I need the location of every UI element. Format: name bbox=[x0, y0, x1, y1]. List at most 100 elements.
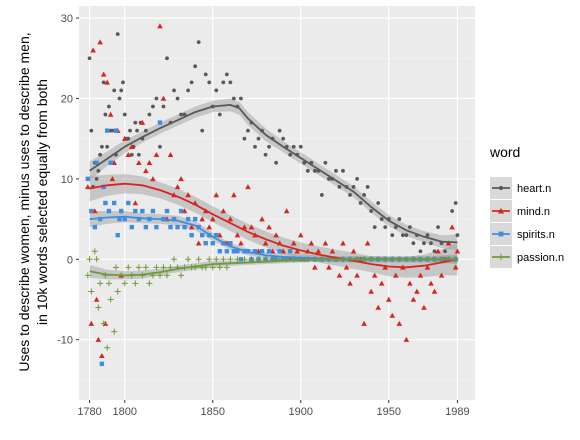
x-tick-label: 1800 bbox=[113, 406, 137, 418]
heart-n-point bbox=[281, 136, 286, 141]
y-tick-label: 0 bbox=[67, 254, 73, 266]
spirits-n-point bbox=[164, 208, 170, 214]
mind-n-point bbox=[329, 248, 336, 254]
mind-n-point bbox=[213, 192, 220, 198]
x-tick-label: 1780 bbox=[77, 406, 101, 418]
heart-n-point bbox=[422, 241, 426, 246]
mind-n-point bbox=[297, 232, 304, 238]
y-tick-label: 10 bbox=[61, 174, 73, 186]
mind-n-point bbox=[322, 240, 329, 246]
mind-n-point bbox=[361, 320, 367, 326]
spirits-n-point bbox=[140, 208, 145, 214]
spirits-n-point bbox=[175, 224, 180, 230]
heart-n-point bbox=[242, 136, 247, 141]
spirits-n-point bbox=[168, 224, 173, 230]
spirits-n-point bbox=[266, 249, 272, 254]
heart-n-point bbox=[436, 225, 440, 230]
spirits-n-point bbox=[203, 241, 208, 246]
heart-n-point bbox=[312, 168, 317, 173]
spirits-n-point bbox=[288, 249, 293, 254]
mind-n-point bbox=[109, 176, 116, 182]
heart-n-point bbox=[298, 144, 303, 149]
passion-n-point bbox=[160, 264, 167, 271]
heart-n-point bbox=[214, 88, 219, 93]
heart-n-point bbox=[119, 88, 124, 93]
grid-major bbox=[79, 6, 475, 400]
passion-n-point bbox=[153, 264, 160, 271]
heart-n-point bbox=[288, 152, 293, 157]
passion-n-point bbox=[105, 280, 112, 287]
spirits-n-point bbox=[295, 257, 300, 262]
legend-key-marker bbox=[497, 253, 505, 261]
spirits-n-confidence-band bbox=[89, 211, 458, 265]
heart-n-point bbox=[112, 88, 117, 93]
passion-n-point bbox=[100, 320, 107, 327]
heart-n-point bbox=[200, 128, 205, 133]
legend-label: mind.n bbox=[517, 206, 550, 218]
passion-n-point bbox=[95, 304, 102, 311]
spirits-n-point bbox=[92, 224, 98, 230]
mind-n-point bbox=[290, 240, 297, 246]
heart-n-point bbox=[372, 225, 377, 230]
spirits-n-point bbox=[108, 160, 113, 165]
passion-n-point bbox=[195, 256, 202, 263]
legend-key-spirits-n bbox=[490, 223, 512, 245]
heart-n-point bbox=[418, 249, 423, 254]
mind-n-point bbox=[414, 288, 420, 294]
heart-n-point bbox=[351, 185, 356, 189]
mind-n-point bbox=[273, 232, 279, 238]
spirits-n-point bbox=[94, 160, 99, 165]
mind-n-point bbox=[428, 280, 434, 286]
passion-n-point bbox=[125, 264, 132, 271]
mind-n-point bbox=[150, 176, 156, 182]
heart-n-point bbox=[224, 72, 229, 77]
heart-n-point bbox=[291, 144, 296, 149]
mind-n-point bbox=[99, 352, 105, 359]
spirits-n-point bbox=[224, 249, 230, 254]
spirits-n-point bbox=[178, 208, 184, 214]
heart-n-point bbox=[390, 233, 395, 238]
spirits-n-point bbox=[89, 208, 94, 214]
passion-n-point bbox=[223, 264, 230, 271]
mind-n-point bbox=[410, 296, 417, 302]
mind-n-point bbox=[199, 216, 205, 222]
spirits-n-point bbox=[277, 249, 282, 254]
spirits-n-point bbox=[192, 216, 198, 222]
heart-n-point bbox=[161, 104, 166, 109]
heart-n-point bbox=[182, 112, 187, 117]
mind-n-point bbox=[157, 23, 163, 29]
mind-n-point bbox=[100, 71, 107, 77]
spirits-n-point bbox=[235, 249, 240, 254]
mind-n-point bbox=[368, 288, 374, 294]
mind-n-point bbox=[160, 95, 167, 101]
passion-n-point bbox=[91, 248, 98, 255]
mind-n-point bbox=[129, 143, 135, 149]
heart-n-point bbox=[107, 104, 111, 109]
mind-n-point bbox=[385, 296, 392, 302]
legend-label: passion.n bbox=[517, 252, 564, 264]
heart-n-point bbox=[147, 112, 152, 117]
mind-n-point bbox=[438, 272, 445, 278]
mind-n-point bbox=[375, 304, 381, 310]
heart-n-point bbox=[411, 241, 416, 246]
mind-n-point bbox=[125, 151, 132, 157]
mind-n-point bbox=[417, 272, 424, 278]
mind-n-point bbox=[403, 336, 410, 342]
mind-n-point bbox=[454, 248, 461, 254]
mind-n-point bbox=[396, 320, 403, 326]
mind-n-point bbox=[136, 159, 142, 166]
mind-n-point bbox=[393, 272, 399, 278]
heart-n-point bbox=[103, 112, 108, 117]
mind-n-point bbox=[241, 224, 248, 230]
spirits-n-point bbox=[210, 241, 215, 246]
spirits-n-point bbox=[143, 224, 149, 230]
mind-n-point bbox=[283, 208, 290, 214]
heart-n-point bbox=[429, 241, 433, 246]
spirits-n-point bbox=[106, 208, 112, 214]
mind-n-point bbox=[343, 264, 350, 270]
mind-n-point bbox=[382, 264, 389, 270]
mind-n-point bbox=[227, 216, 234, 222]
mind-n-point bbox=[139, 119, 146, 125]
heart-n-point bbox=[246, 128, 250, 133]
mind-n-point bbox=[326, 264, 332, 270]
